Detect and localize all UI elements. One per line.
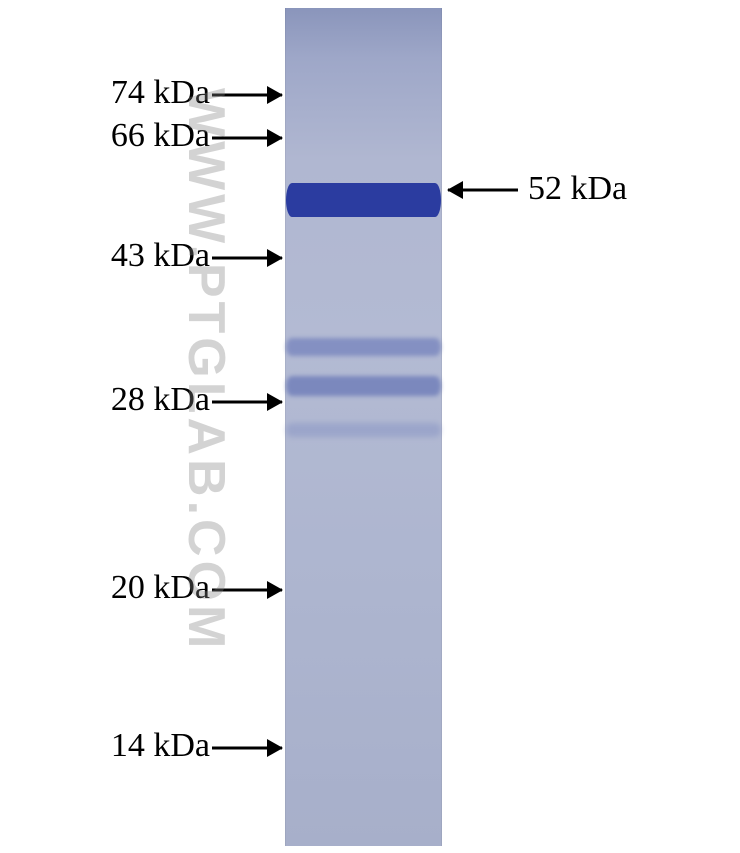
gel-figure: 74 kDa 66 kDa 43 kDa 28 kDa 20 kDa 14 kDa 52 k… [0,0,740,853]
gel-lane [285,8,442,846]
mw-marker-label: 43 kDa [0,237,210,275]
mw-marker-label: 14 kDa [0,727,210,765]
protein-band [286,376,441,396]
protein-band [286,183,441,217]
mw-marker-label: 66 kDa [0,117,210,155]
mw-marker-label: 28 kDa [0,381,210,419]
mw-marker-label: 20 kDa [0,569,210,607]
protein-band [286,338,441,356]
watermark: WWW.PTGLAB.COM [176,88,236,652]
target-band-label: 52 kDa [528,170,627,208]
mw-marker-label: 74 kDa [0,74,210,112]
protein-band [286,423,441,437]
